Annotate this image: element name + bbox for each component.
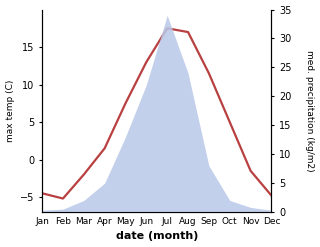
- Y-axis label: med. precipitation (kg/m2): med. precipitation (kg/m2): [306, 50, 315, 172]
- X-axis label: date (month): date (month): [116, 231, 198, 242]
- Y-axis label: max temp (C): max temp (C): [5, 80, 14, 142]
